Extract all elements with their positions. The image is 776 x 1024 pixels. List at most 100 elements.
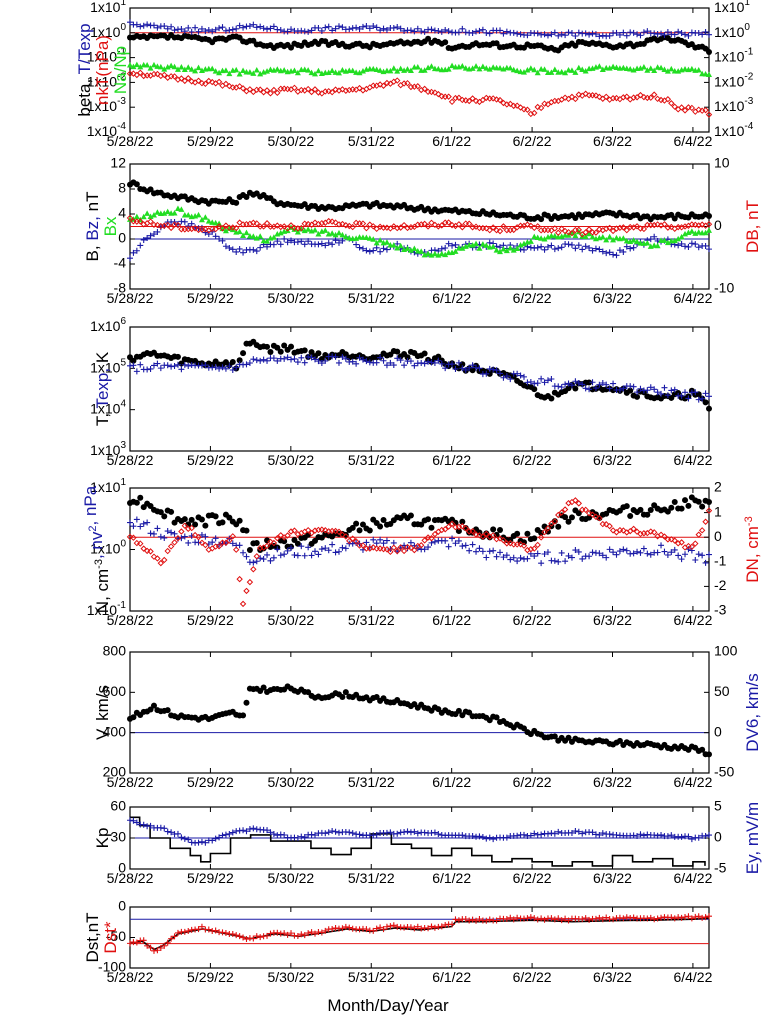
data-point-kp_ey <box>637 831 644 838</box>
left-tick-label: 1x104 <box>90 398 126 416</box>
data-point-velocity <box>147 706 154 713</box>
data-point-temperature <box>558 384 565 391</box>
data-point-kp_ey <box>329 827 336 834</box>
data-point-beta <box>513 102 521 109</box>
left-tick-label: 4 <box>118 205 126 221</box>
data-point-dst <box>658 914 665 921</box>
data-point-dst <box>685 913 692 920</box>
data-point-beta <box>414 25 421 32</box>
data-point-beta <box>294 69 301 76</box>
data-point-density <box>161 534 168 541</box>
data-point-dst <box>363 926 370 933</box>
data-point-density <box>699 503 706 510</box>
data-point-temperature <box>620 385 627 392</box>
data-point-bfield <box>397 224 404 231</box>
data-point-beta <box>222 80 230 88</box>
data-point-dst <box>229 931 236 938</box>
data-point-temperature <box>274 357 281 364</box>
data-point-density <box>161 513 168 520</box>
data-point-density <box>198 531 205 538</box>
data-point-kp_ey <box>407 829 414 836</box>
data-point-beta <box>133 61 140 68</box>
data-point-beta <box>288 44 295 51</box>
data-point-beta <box>582 90 589 97</box>
data-point-beta <box>377 67 384 73</box>
data-point-density <box>489 532 497 539</box>
data-point-bfield <box>274 222 281 229</box>
y-axis-label-bfield: Bx <box>101 216 120 236</box>
data-point-beta <box>144 61 151 68</box>
data-point-density <box>404 543 411 551</box>
data-point-density <box>702 559 709 566</box>
data-point-bfield <box>503 226 511 234</box>
data-point-density <box>668 549 675 556</box>
data-point-bfield <box>431 250 438 257</box>
data-point-temperature <box>483 370 490 377</box>
data-point-beta <box>236 22 243 29</box>
data-point-dst <box>510 916 517 923</box>
data-point-temperature <box>702 390 709 397</box>
data-point-kp_ey <box>246 826 253 833</box>
data-point-kp_ey <box>630 832 637 839</box>
data-point-velocity <box>706 751 712 758</box>
data-point-beta <box>664 96 672 103</box>
data-point-beta <box>599 66 606 72</box>
data-point-beta <box>168 23 175 30</box>
data-point-density <box>274 535 281 542</box>
data-point-beta <box>606 65 613 71</box>
data-point-beta <box>240 67 247 74</box>
data-point-bfield <box>298 238 305 245</box>
data-point-bfield <box>510 247 517 253</box>
data-point-bfield <box>339 237 346 244</box>
data-point-bfield <box>688 228 695 234</box>
data-point-temperature <box>695 396 702 403</box>
right-tick-label: 100 <box>714 643 738 659</box>
data-point-bfield <box>633 223 641 230</box>
data-point-beta <box>229 26 236 33</box>
data-point-dst <box>527 914 534 921</box>
data-point-dst <box>150 947 157 954</box>
data-point-beta <box>483 94 490 102</box>
data-point-dst <box>449 921 456 928</box>
data-point-dst <box>281 930 288 937</box>
data-point-beta <box>267 66 274 73</box>
data-point-density <box>133 499 140 506</box>
data-point-dst <box>623 914 630 921</box>
data-point-bfield <box>164 208 171 215</box>
data-point-beta <box>514 67 521 74</box>
data-point-bfield <box>610 251 617 258</box>
data-point-bfield <box>363 234 370 241</box>
data-point-bfield <box>705 220 713 228</box>
data-point-beta <box>668 65 675 72</box>
data-point-bfield <box>150 231 157 238</box>
data-point-beta <box>161 23 168 30</box>
data-point-density <box>383 546 391 553</box>
data-point-beta <box>127 19 133 26</box>
data-point-density <box>579 555 586 562</box>
data-point-beta <box>226 82 233 90</box>
data-point-density <box>229 533 236 540</box>
data-point-kp_ey <box>312 832 319 839</box>
data-point-dst <box>240 934 247 941</box>
data-point-bfield <box>476 245 483 251</box>
data-point-temperature <box>133 368 140 375</box>
data-point-dst <box>603 914 610 921</box>
data-point-bfield <box>568 241 575 248</box>
data-point-temperature <box>637 385 644 392</box>
data-point-temperature <box>335 359 342 366</box>
data-point-density <box>322 545 329 552</box>
data-point-kp_ey <box>572 828 579 835</box>
data-point-density <box>658 542 665 549</box>
series-line-kp_ey <box>130 816 706 867</box>
x-tick-label: 5/29/22 <box>187 133 234 149</box>
data-point-bfield <box>359 220 367 227</box>
data-point-beta <box>140 22 147 29</box>
data-point-temperature <box>157 365 164 372</box>
data-point-beta <box>479 63 486 69</box>
data-point-density <box>493 553 500 560</box>
data-point-density <box>284 532 291 539</box>
data-point-density <box>647 551 654 558</box>
data-point-bfield <box>311 219 319 226</box>
data-point-beta <box>534 30 541 37</box>
data-point-beta <box>541 31 548 38</box>
